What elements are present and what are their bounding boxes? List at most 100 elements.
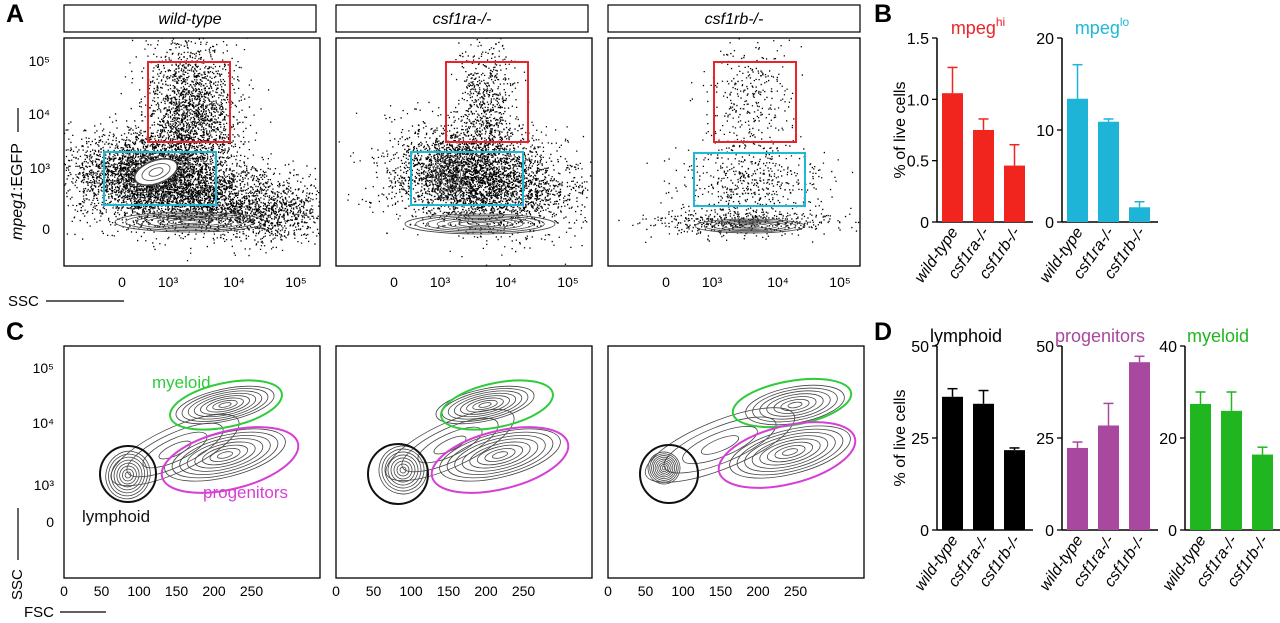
- flow-x-axis-label: FSC: [24, 604, 54, 621]
- contour-line: [116, 462, 140, 488]
- contour-line: [454, 435, 546, 475]
- y-tick-label: 10³: [34, 477, 55, 493]
- contour-line: [206, 397, 244, 413]
- event-cloud: [443, 38, 527, 185]
- chart-title: mpeglo: [1075, 15, 1130, 38]
- x-tick-label: 100: [399, 583, 423, 599]
- contour-line: [435, 385, 535, 425]
- gate-label-progenitors: progenitors: [203, 483, 288, 502]
- contour-line: [157, 217, 223, 227]
- contour-line: [652, 456, 676, 480]
- contour-line: [146, 215, 234, 229]
- contour-line: [122, 468, 134, 482]
- x-tick-label: 200: [474, 583, 498, 599]
- contour-line: [404, 213, 556, 235]
- event-cloud: [689, 38, 803, 186]
- flow-events-csf1rb: [618, 38, 860, 243]
- contour-line: [712, 220, 788, 232]
- y-tick-label: 0: [1045, 215, 1054, 232]
- x-tick-label: 100: [671, 583, 695, 599]
- x-tick-label: 150: [709, 583, 733, 599]
- contour-line: [212, 399, 238, 411]
- contour-line: [178, 220, 202, 224]
- y-tick-label: 0: [42, 221, 50, 237]
- contour-line: [209, 448, 241, 462]
- x-tick-label: 250: [240, 583, 264, 599]
- x-tick-label: 100: [127, 583, 151, 599]
- contour-line: [124, 471, 132, 479]
- y-tick-label: 50: [911, 339, 929, 356]
- x-tick-label: 250: [784, 583, 808, 599]
- contour-line: [780, 398, 810, 412]
- contour-line: [434, 159, 462, 196]
- genotype-label-csf1ra: csf1ra-/-: [433, 11, 492, 28]
- contour-line: [134, 158, 178, 186]
- contour-line: [700, 435, 740, 455]
- contour-line: [453, 392, 517, 418]
- contour-line: [201, 444, 249, 466]
- x-tick-label: 0: [604, 583, 612, 599]
- bar-wild-type: [1067, 98, 1088, 222]
- contour-line: [384, 451, 422, 489]
- gate-lymphoid: [367, 443, 429, 505]
- contour-line: [431, 155, 465, 201]
- contour-line: [654, 458, 674, 478]
- flow-events-wild-type: [64, 38, 320, 262]
- contour-line: [437, 164, 458, 192]
- x-tick-label: 0: [60, 583, 68, 599]
- x-tick-label: 10⁵: [285, 274, 306, 290]
- contour-line: [133, 157, 179, 187]
- panel-letter-b: B: [874, 0, 892, 28]
- contour-line: [113, 459, 143, 491]
- gate-mpeg-lo: [410, 151, 524, 206]
- contour-line: [148, 167, 164, 177]
- contour-line: [125, 212, 255, 231]
- flow-x-tick-labels: 0 50 100 150 200 250 0 50 100 150 200 250 0 50 100 150 2…: [60, 583, 807, 599]
- contour-line: [187, 390, 263, 420]
- bar-csf1ra-/-: [1098, 425, 1119, 530]
- gate-progenitors: [717, 421, 857, 489]
- bar-csf1rb-/-: [1129, 362, 1150, 530]
- contour-line: [441, 168, 455, 188]
- gate-mpeg-hi: [147, 61, 231, 143]
- bar-csf1ra-/-: [1221, 410, 1242, 530]
- chart-title: lymphoid: [930, 326, 1002, 346]
- x-tick-label: 10⁴: [223, 274, 245, 290]
- contour-line: [766, 393, 824, 417]
- bar-csf1rb-/-: [1004, 165, 1025, 222]
- contour-line: [661, 465, 667, 471]
- contour-line: [766, 441, 814, 463]
- genotype-label-wild-type: wild-type: [158, 11, 221, 28]
- x-tick-label: 50: [94, 583, 110, 599]
- contour-line: [175, 385, 275, 425]
- bar-csf1ra-/-: [973, 403, 994, 530]
- contour-line: [694, 218, 806, 234]
- y-tick-label: 0: [46, 514, 54, 530]
- bar-wild-type: [1067, 447, 1088, 530]
- x-tick-label: 250: [512, 583, 536, 599]
- y-tick-label: 1.0: [907, 92, 929, 109]
- flow-panel-c: myeloid progenitors lymphoid 10⁵ 10⁴ 10³…: [9, 345, 865, 621]
- flow-plot-frame: [607, 345, 865, 579]
- gate-lymphoid: [99, 445, 157, 503]
- bar-csf1rb-/-: [1004, 450, 1025, 530]
- contour-line: [759, 438, 821, 466]
- contour-line: [644, 407, 796, 483]
- flow-plot-frame: [63, 37, 321, 267]
- contour-line: [119, 465, 137, 485]
- contour-line: [399, 466, 407, 474]
- gate-mpeg-lo: [693, 152, 806, 207]
- contour-line: [468, 222, 492, 226]
- x-tick-label: 200: [202, 583, 226, 599]
- contour-line: [141, 163, 171, 181]
- genotype-header-box: [607, 4, 861, 33]
- x-tick-label: 50: [638, 583, 654, 599]
- contour-line: [381, 448, 425, 492]
- gate-label-myeloid: myeloid: [152, 373, 211, 392]
- y-tick-label: 0: [1045, 523, 1054, 540]
- contour-line: [123, 151, 189, 193]
- gate-mpeg-hi: [445, 61, 529, 143]
- contour-line: [782, 448, 798, 456]
